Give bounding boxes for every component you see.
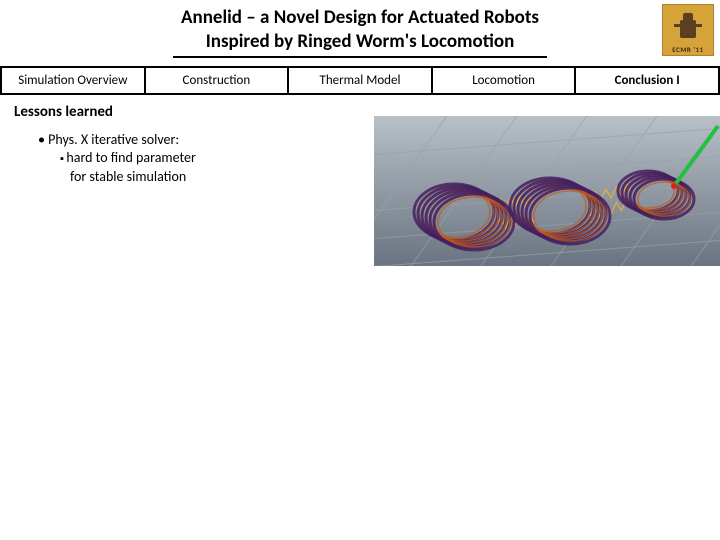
- title-line-2: Inspired by Ringed Worm's Locomotion: [206, 30, 515, 53]
- robot-icon: [680, 20, 696, 38]
- tab-construction[interactable]: Construction: [146, 68, 290, 93]
- tab-conclusion-1[interactable]: Conclusion I: [576, 68, 718, 93]
- tab-simulation-overview[interactable]: Simulation Overview: [2, 68, 146, 93]
- slide-title: Annelid – a Novel Design for Actuated Ro…: [173, 6, 547, 58]
- slide-header: Annelid – a Novel Design for Actuated Ro…: [0, 0, 720, 62]
- simulation-screenshot: [374, 116, 720, 266]
- robot-icon: [696, 24, 702, 27]
- nav-tabs: Simulation Overview Construction Thermal…: [0, 66, 720, 95]
- robot-icon: [674, 24, 680, 27]
- logo-text: ECMR '11: [663, 45, 713, 54]
- conference-logo: ECMR '11: [662, 4, 714, 56]
- title-line-1: Annelid – a Novel Design for Actuated Ro…: [181, 6, 539, 29]
- tab-thermal-model[interactable]: Thermal Model: [289, 68, 433, 93]
- tab-locomotion[interactable]: Locomotion: [433, 68, 577, 93]
